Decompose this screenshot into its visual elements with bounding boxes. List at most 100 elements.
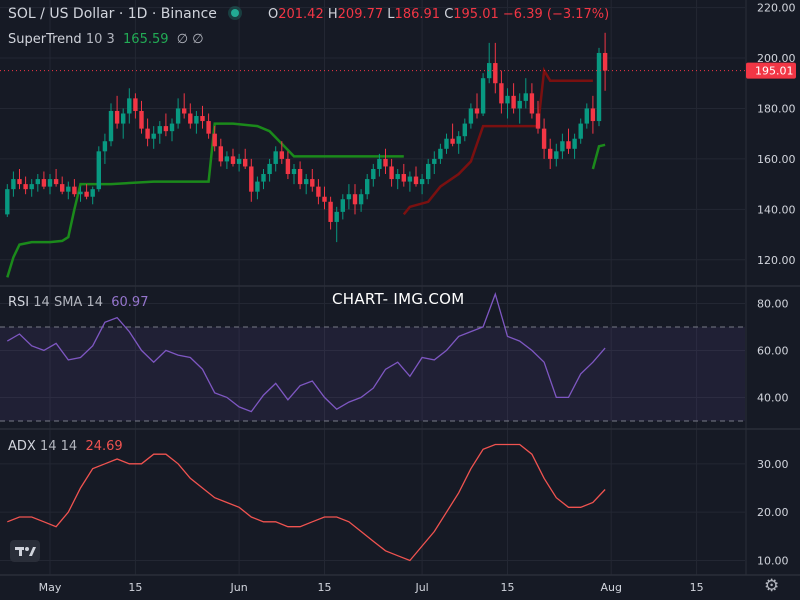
candle-71 xyxy=(438,143,443,164)
rsi-tick-label-2: 80.00 xyxy=(757,297,789,310)
candle-34 xyxy=(212,126,217,152)
rsi-legend: RSI 14 SMA 14 60.97 xyxy=(8,295,148,310)
candle-41 xyxy=(255,176,260,200)
candle-2 xyxy=(17,168,22,190)
candle-44 xyxy=(273,146,278,172)
ohlc-legend: O201.42 H209.77 L186.91 C195.01 −6.39 (−… xyxy=(268,7,609,22)
candle-26 xyxy=(163,113,169,137)
candle-81 xyxy=(499,70,504,114)
candle-77 xyxy=(474,93,480,119)
candle-96 xyxy=(590,95,596,134)
supertrend-value: 165.59 xyxy=(123,32,169,47)
supertrend-segment-0 xyxy=(6,122,404,278)
close-value: 195.01 xyxy=(453,7,499,22)
candle-45 xyxy=(279,141,284,164)
adx-series-line xyxy=(7,443,606,562)
rsi-name: RSI xyxy=(8,295,30,310)
candle-70 xyxy=(432,151,437,175)
candle-88 xyxy=(541,118,547,159)
open-value: 201.42 xyxy=(278,7,324,22)
grid-layer xyxy=(0,0,800,576)
price-tick-label-2: 160.00 xyxy=(757,153,796,166)
price-tag-box xyxy=(746,62,796,79)
candle-43 xyxy=(267,158,272,182)
candle-89 xyxy=(548,138,553,169)
price-tick-label-0: 120.00 xyxy=(757,254,796,267)
candle-0 xyxy=(5,184,10,217)
high-label: H xyxy=(327,7,338,22)
tradingview-logo-icon xyxy=(10,540,40,562)
x-tick-label-2: Jun xyxy=(230,581,248,594)
candle-80 xyxy=(493,42,498,94)
supertrend-segment-2 xyxy=(591,143,606,170)
rsi-band xyxy=(0,326,745,422)
watermark: CHART- IMG.COM xyxy=(332,290,465,308)
candle-37 xyxy=(230,148,236,167)
candle-4 xyxy=(29,179,34,197)
candle-5 xyxy=(35,174,40,192)
candle-90 xyxy=(554,143,559,167)
candle-24 xyxy=(151,126,156,149)
candle-23 xyxy=(145,118,150,147)
candle-32 xyxy=(200,105,205,129)
close-label: C xyxy=(444,7,454,22)
price-tick-label-1: 140.00 xyxy=(757,203,796,216)
candle-48 xyxy=(297,161,303,190)
candle-28 xyxy=(175,98,181,129)
candle-12 xyxy=(78,186,83,202)
candle-69 xyxy=(426,158,431,185)
candle-27 xyxy=(169,118,175,142)
adx-legend: ADX 14 14 24.69 xyxy=(8,439,123,454)
adx-name: ADX xyxy=(8,439,36,454)
candle-52 xyxy=(322,186,327,210)
candle-61 xyxy=(377,153,382,177)
candle-58 xyxy=(358,189,364,212)
adx-value: 24.69 xyxy=(85,439,123,454)
high-value: 209.77 xyxy=(337,7,384,22)
candle-50 xyxy=(310,168,315,192)
candle-83 xyxy=(511,83,516,114)
candle-64 xyxy=(395,168,400,190)
candle-94 xyxy=(578,118,583,144)
candle-8 xyxy=(53,168,59,187)
x-tick-label-0: May xyxy=(39,581,62,594)
candle-84 xyxy=(517,93,522,124)
candle-91 xyxy=(560,133,565,159)
candle-55 xyxy=(340,194,345,220)
candle-65 xyxy=(401,163,406,187)
candle-56 xyxy=(346,184,352,210)
candle-21 xyxy=(133,93,138,119)
low-label: L xyxy=(387,7,395,22)
axis-labels: 120.00 140.00 160.00 180.00 200.00 220.00 40.0… xyxy=(39,2,796,594)
price-tick-label-4: 200.00 xyxy=(757,52,796,65)
candle-87 xyxy=(535,100,541,134)
candle-11 xyxy=(72,179,77,197)
price-tick-label-5: 220.00 xyxy=(757,2,796,15)
candle-30 xyxy=(188,103,193,129)
candle-39 xyxy=(243,148,248,169)
candle-67 xyxy=(413,166,419,187)
candle-18 xyxy=(114,95,120,129)
candle-74 xyxy=(456,131,461,154)
low-value: 186.91 xyxy=(394,7,441,22)
market-status-icon xyxy=(231,9,240,17)
candle-13 xyxy=(84,184,89,200)
candle-57 xyxy=(352,184,358,215)
candle-20 xyxy=(127,88,132,124)
candle-92 xyxy=(566,128,571,154)
rsi-series-line xyxy=(6,292,606,413)
adx-tick-label-2: 30.00 xyxy=(757,458,789,471)
x-tick-label-3: 15 xyxy=(318,581,332,594)
settings-gear-icon[interactable]: ⚙ xyxy=(764,576,780,596)
adx-params: 14 14 xyxy=(39,439,78,454)
supertrend-line xyxy=(6,66,606,278)
candle-95 xyxy=(584,103,589,129)
candle-82 xyxy=(505,88,510,119)
x-tick-label-4: Jul xyxy=(414,581,428,594)
open-label: O xyxy=(268,7,279,22)
candle-76 xyxy=(468,103,474,129)
candle-73 xyxy=(450,123,455,147)
candle-19 xyxy=(121,108,126,139)
candle-31 xyxy=(194,110,199,134)
candle-79 xyxy=(487,42,492,84)
